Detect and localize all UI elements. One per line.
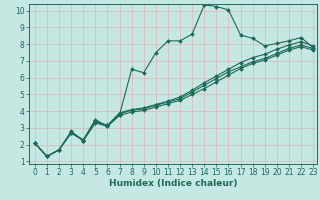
X-axis label: Humidex (Indice chaleur): Humidex (Indice chaleur) [108, 179, 237, 188]
